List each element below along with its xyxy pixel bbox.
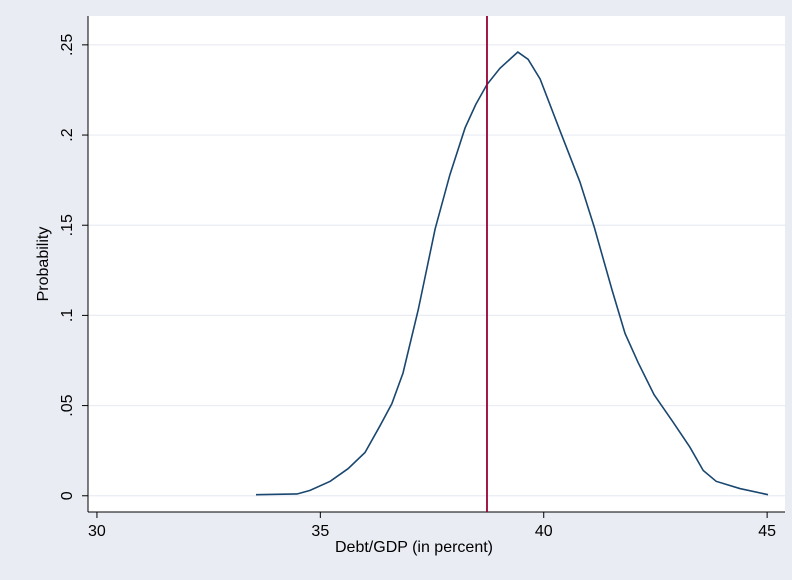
y-tick-label: .2 xyxy=(59,128,76,141)
y-tick-label: .1 xyxy=(59,309,76,322)
x-tick-label: 45 xyxy=(758,523,776,540)
y-tick-label: .25 xyxy=(59,34,76,56)
y-axis-label: Probability xyxy=(35,227,52,302)
y-tick-label: .05 xyxy=(59,394,76,416)
x-axis-label: Debt/GDP (in percent) xyxy=(335,539,493,556)
x-tick-label: 40 xyxy=(535,523,553,540)
x-tick-label: 30 xyxy=(88,523,106,540)
y-tick-label: .15 xyxy=(59,214,76,236)
y-tick-label: 0 xyxy=(59,491,76,500)
line-series xyxy=(255,51,769,496)
plot-area xyxy=(88,16,785,512)
x-tick-label: 35 xyxy=(311,523,329,540)
